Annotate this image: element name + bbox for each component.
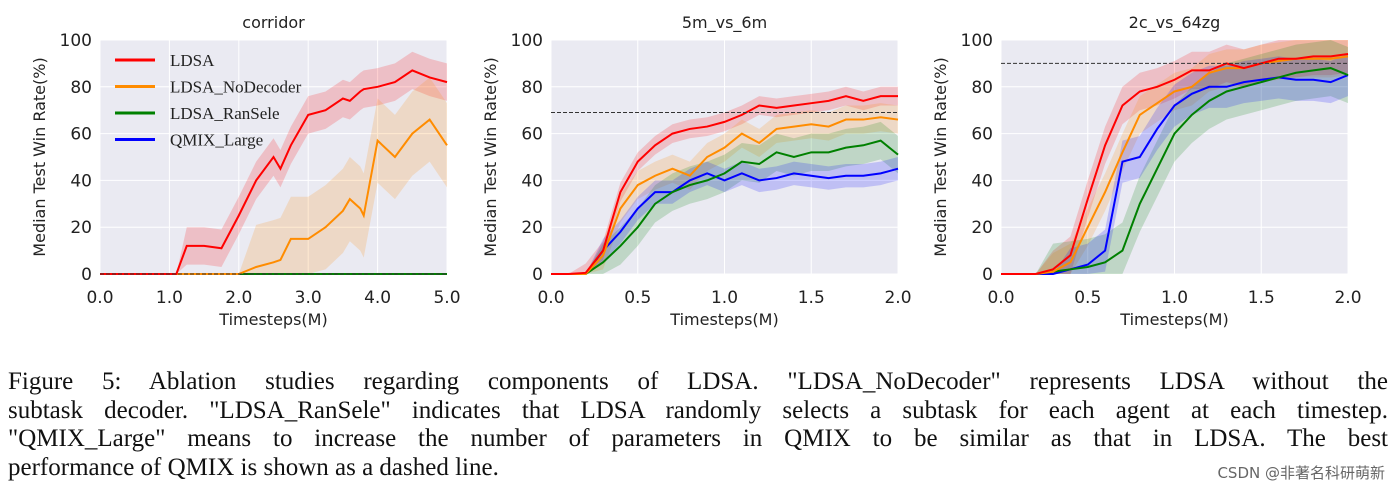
y-tick-label: 60 [70, 125, 92, 145]
y-tick-label: 20 [70, 218, 92, 238]
x-tick-label: 2.0 [225, 288, 252, 308]
caption-line: "QMIX_Large" means to increase the numbe… [8, 425, 1388, 452]
y-tick-label: 100 [60, 31, 92, 51]
legend-label: QMIX_Large [170, 131, 263, 150]
y-tick-label: 100 [511, 31, 543, 51]
y-tick-label: 80 [521, 78, 543, 98]
x-tick-label: 0.5 [1074, 288, 1101, 308]
band-LDSA [100, 51, 447, 275]
x-tick-label: 0.0 [86, 288, 113, 308]
band-LDSA [1001, 40, 1348, 274]
x-tick-label: 1.0 [156, 288, 183, 308]
chart-title: 5m_vs_6m [682, 13, 767, 33]
chart-title: corridor [242, 13, 305, 32]
band-LDSA_NoDecoder [100, 77, 447, 274]
band-LDSA_RanSele [551, 121, 898, 275]
figure: 0 20 40 60 80 100 0.0 1.0 2.0 3.0 4.0 5.0 corridor Ti… [30, 13, 1362, 329]
x-tick-label: 5.0 [433, 288, 460, 308]
y-tick-label: 20 [521, 218, 543, 238]
x-tick-label: 2.0 [884, 288, 911, 308]
chart-panel-corridor: 0 20 40 60 80 100 0.0 1.0 2.0 3.0 4.0 5.0 corridor Ti… [30, 13, 461, 329]
y-axis-label: Median Test Win Rate(%) [931, 57, 950, 256]
x-tick-label: 1.0 [711, 288, 738, 308]
chart-panel-2c_vs_64zg: 0 20 40 60 80 100 0.0 0.5 1.0 1.5 2.0 2c_vs_64zg Tim… [931, 13, 1362, 329]
x-tick-label: 0.0 [537, 288, 564, 308]
band-QMIX_Large [551, 157, 898, 274]
band-LDSA_RanSele [1001, 40, 1348, 274]
y-tick-label: 20 [971, 218, 993, 238]
chart-panel-5m_vs_6m: 0 20 40 60 80 100 0.0 0.5 1.0 1.5 2.0 5m_vs_6m Times… [481, 13, 912, 329]
x-tick-label: 1.5 [1248, 288, 1275, 308]
legend-label: LDSA_NoDecoder [170, 78, 302, 97]
y-tick-label: 0 [81, 265, 92, 285]
caption-line: Figure 5: Ablation studies regarding com… [8, 368, 1388, 395]
y-tick-label: 40 [971, 171, 993, 191]
y-tick-label: 60 [521, 125, 543, 145]
band-LDSA_NoDecoder [1001, 40, 1348, 274]
x-axis-label: Timesteps(M) [218, 310, 327, 329]
y-tick-label: 80 [70, 78, 92, 98]
y-tick-label: 80 [971, 78, 993, 98]
x-tick-label: 2.0 [1334, 288, 1361, 308]
legend-label: LDSA_RanSele [170, 104, 280, 123]
x-tick-label: 1.5 [798, 288, 825, 308]
legend-label: LDSA [170, 51, 215, 70]
y-axis-label: Median Test Win Rate(%) [481, 57, 500, 256]
x-tick-label: 3.0 [295, 288, 322, 308]
x-axis-label: Timesteps(M) [1119, 310, 1228, 329]
y-tick-label: 60 [971, 125, 993, 145]
x-tick-label: 4.0 [364, 288, 391, 308]
y-axis-label: Median Test Win Rate(%) [30, 57, 49, 256]
y-tick-label: 0 [982, 265, 993, 285]
y-tick-label: 40 [521, 171, 543, 191]
caption-line: performance of QMIX is shown as a dashed… [8, 453, 499, 481]
chart-title: 2c_vs_64zg [1129, 13, 1221, 33]
x-tick-label: 0.5 [624, 288, 651, 308]
band-LDSA [551, 86, 898, 274]
caption-line: subtask decoder. "LDSA_RanSele" indicate… [8, 396, 1388, 424]
y-tick-label: 40 [70, 171, 92, 191]
watermark: CSDN @非著名科研萌新 [1217, 464, 1385, 482]
y-tick-label: 0 [532, 265, 543, 285]
figure-caption: Figure 5: Ablation studies regarding com… [8, 368, 1388, 482]
y-tick-label: 100 [961, 31, 993, 51]
band-QMIX_Large [1001, 54, 1348, 274]
x-axis-label: Timesteps(M) [669, 310, 778, 329]
x-tick-label: 1.0 [1161, 288, 1188, 308]
x-tick-label: 0.0 [987, 288, 1014, 308]
